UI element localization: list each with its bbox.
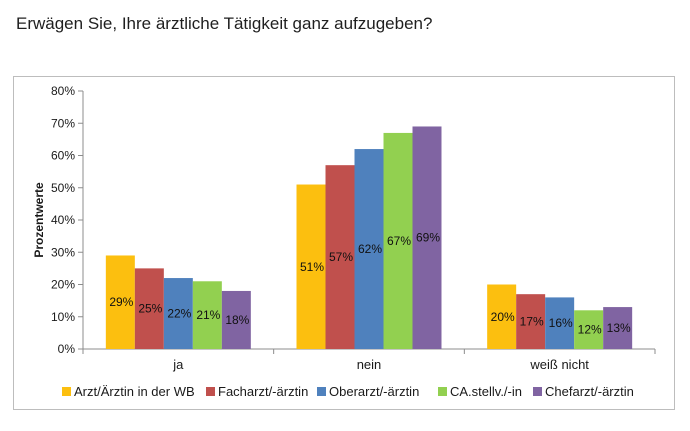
data-label: 13% [607, 321, 631, 335]
x-category-label: weiß nicht [529, 357, 589, 372]
legend-entry: Facharzt/-ärztin [218, 384, 308, 399]
data-label: 29% [109, 295, 133, 309]
data-label: 18% [225, 313, 249, 327]
bar [134, 268, 164, 349]
y-tick-label: 80% [51, 84, 75, 98]
data-label: 62% [358, 242, 382, 256]
legend-swatch [438, 387, 447, 396]
y-tick-label: 60% [51, 149, 75, 163]
y-tick-label: 0% [58, 342, 76, 356]
bar [221, 290, 251, 349]
legend: Arzt/Ärztin in der WB Facharzt/-ärztin Obe… [62, 384, 634, 399]
legend-entry: Arzt/Ärztin in der WB [74, 384, 195, 399]
bar [192, 281, 222, 349]
bar [105, 255, 135, 349]
bar [574, 310, 604, 349]
bar [545, 297, 575, 349]
bar [383, 132, 413, 349]
data-label: 69% [416, 231, 440, 245]
data-label: 20% [491, 310, 515, 324]
bar [325, 165, 355, 349]
data-label: 22% [167, 307, 191, 321]
chart-frame [13, 76, 675, 410]
data-label: 67% [387, 234, 411, 248]
bars: 29% 25% 22% 21% 18% 51% 57% 62% 67% 69% 20% 17% 16% 1… [105, 126, 633, 349]
data-label: 25% [138, 302, 162, 316]
bar [163, 278, 193, 349]
y-tick-label: 30% [51, 245, 75, 259]
x-category-label: nein [357, 357, 382, 372]
data-label: 51% [300, 260, 324, 274]
bar [487, 284, 517, 349]
legend-swatch [206, 387, 215, 396]
legend-entry: CA.stellv./-in [450, 384, 522, 399]
bar [412, 126, 442, 349]
bar [603, 307, 633, 349]
bar [354, 149, 384, 349]
data-label: 12% [578, 323, 602, 337]
data-label: 16% [549, 316, 573, 330]
bar [516, 294, 546, 349]
y-tick-label: 70% [51, 116, 75, 130]
y-tick-label: 50% [51, 181, 75, 195]
legend-entry: Chefarzt/-ärztin [545, 384, 634, 399]
data-label: 17% [520, 315, 544, 329]
y-tick-label: 40% [51, 213, 75, 227]
bar [296, 184, 326, 349]
y-tick-label: 10% [51, 310, 75, 324]
page-title: Erwägen Sie, Ihre ärztliche Tätigkeit ga… [16, 14, 433, 33]
legend-entry: Oberarzt/-ärztin [329, 384, 419, 399]
y-tick-label: 20% [51, 278, 75, 292]
data-label: 21% [196, 308, 220, 322]
x-category-label: ja [172, 357, 184, 372]
data-label: 57% [329, 250, 353, 264]
legend-swatch [533, 387, 542, 396]
legend-swatch [62, 387, 71, 396]
legend-swatch [317, 387, 326, 396]
y-axis-title: Prozentwerte [32, 182, 46, 258]
